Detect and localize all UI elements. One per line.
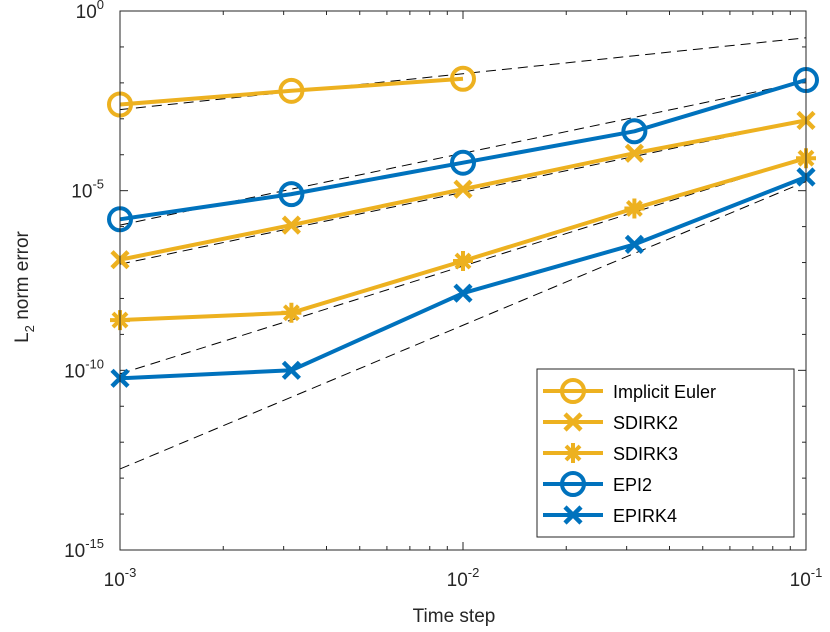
y-axis-label-rest: norm error <box>12 230 33 325</box>
y-tick-base: 10 <box>76 2 97 23</box>
y-axis-label-main: L <box>12 332 33 343</box>
legend-entry: SDIRK3 <box>543 443 678 464</box>
data-point-x <box>563 505 583 525</box>
data-point-x <box>281 360 301 380</box>
y-tick-label: 10-15 <box>64 536 104 562</box>
legend-label: SDIRK3 <box>613 444 678 464</box>
x-tick-base: 10 <box>104 570 125 591</box>
x-tick-base: 10 <box>447 570 468 591</box>
y-tick-exponent: -15 <box>85 536 104 551</box>
y-tick-label: 10-10 <box>64 356 104 382</box>
data-point-circle <box>450 65 476 92</box>
y-tick-exponent: -5 <box>92 177 104 192</box>
legend-label: EPIRK4 <box>613 506 677 526</box>
data-point-circle <box>560 471 586 497</box>
series-line <box>119 78 807 222</box>
y-tick-base: 10 <box>64 541 85 562</box>
reference-slope-line <box>119 37 807 111</box>
legend-entry: EPIRK4 <box>543 505 677 526</box>
data-point-asterisk <box>563 443 583 463</box>
y-axis-label-subscript: 2 <box>22 325 37 332</box>
reference-slope-line <box>119 181 807 470</box>
legend-label: Implicit Euler <box>613 382 716 402</box>
data-point-x <box>624 234 644 254</box>
data-point-circle <box>278 181 305 208</box>
x-tick-exponent: -3 <box>125 565 137 580</box>
x-tick-exponent: -2 <box>468 565 480 580</box>
data-point-circle <box>621 118 648 145</box>
y-axis-label: L2 norm error <box>12 230 37 342</box>
y-tick-exponent: -10 <box>85 356 104 371</box>
legend-entry: SDIRK2 <box>543 412 678 433</box>
y-tick-label: 100 <box>76 0 104 23</box>
data-point-x <box>563 412 583 432</box>
data-point-circle <box>560 378 586 404</box>
y-tick-exponent: 0 <box>97 0 104 12</box>
legend: Implicit Euler SDIRK2 SDIRK3 EPI2 EPIRK4 <box>536 368 795 538</box>
plot-frame <box>119 10 807 551</box>
x-tick-label: 10-2 <box>447 565 480 591</box>
reference-slope-line <box>119 119 807 265</box>
x-tick-base: 10 <box>790 570 811 591</box>
data-point-x <box>281 215 301 235</box>
legend-label: EPI2 <box>613 475 652 495</box>
y-tick-base: 10 <box>71 182 92 203</box>
series-line <box>119 76 464 107</box>
x-axis-label: Time step <box>413 606 496 627</box>
data-point-x <box>453 283 473 303</box>
data-point-circle <box>278 77 305 104</box>
legend-entry: Implicit Euler <box>543 378 716 404</box>
y-tick-label: 10-5 <box>71 177 104 203</box>
x-tick-exponent: -1 <box>811 565 823 580</box>
y-tick-base: 10 <box>64 361 85 382</box>
data-point-x <box>624 143 644 163</box>
legend-entry: EPI2 <box>543 471 652 497</box>
data-point-asterisk <box>624 198 645 219</box>
x-tick-label: 10-3 <box>104 565 137 591</box>
legend-label: SDIRK2 <box>613 413 678 433</box>
data-point-asterisk <box>281 302 302 323</box>
data-point-x <box>453 179 473 199</box>
data-point-circle <box>450 149 476 176</box>
data-point-asterisk <box>453 251 473 272</box>
x-tick-labels: 10-3 10-2 10-1 <box>104 565 823 591</box>
x-tick-label: 10-1 <box>790 565 823 591</box>
